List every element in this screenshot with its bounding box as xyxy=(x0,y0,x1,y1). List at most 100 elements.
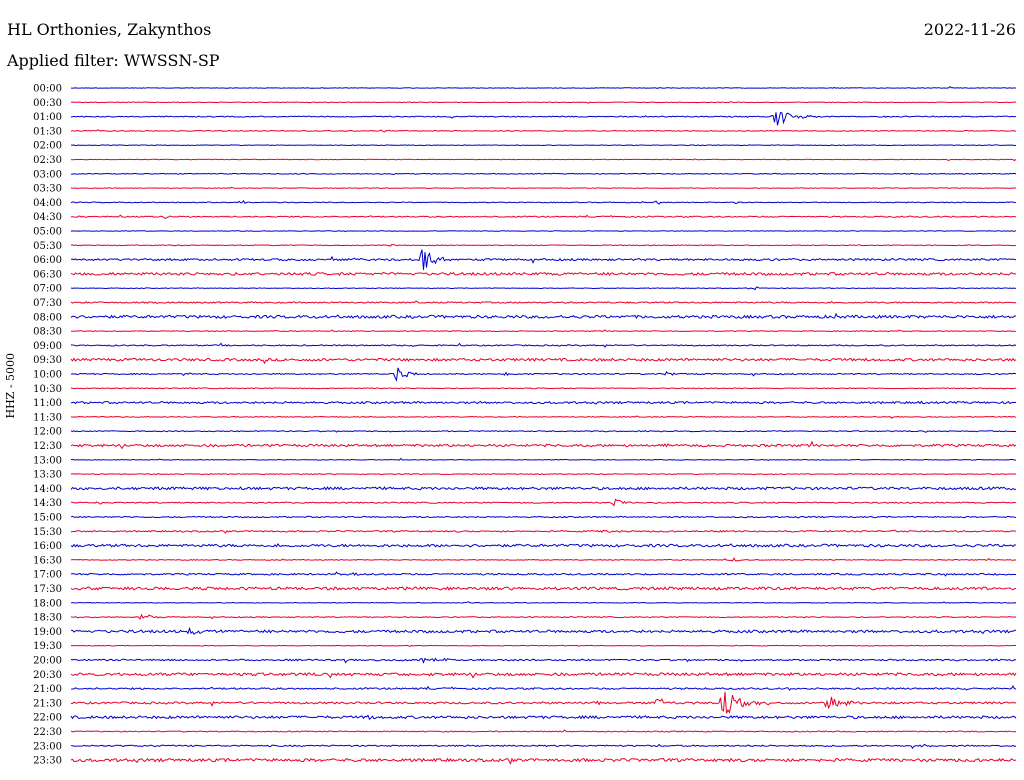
seismic-trace xyxy=(70,430,1017,433)
seismic-trace xyxy=(70,743,1017,750)
seismic-trace xyxy=(70,329,1017,333)
time-label: 08:00 xyxy=(33,312,62,323)
seismic-trace xyxy=(70,714,1017,721)
seismic-trace xyxy=(70,111,1017,126)
time-label: 21:00 xyxy=(33,684,62,695)
time-label: 03:30 xyxy=(33,184,62,195)
seismic-trace xyxy=(70,529,1017,534)
seismic-trace xyxy=(70,342,1017,348)
seismic-trace xyxy=(70,243,1017,247)
time-label: 20:30 xyxy=(33,670,62,681)
time-label: 13:30 xyxy=(33,470,62,481)
station-title: HL Orthonies, Zakynthos xyxy=(7,20,212,39)
time-label: 16:30 xyxy=(33,555,62,566)
time-label: 05:30 xyxy=(33,241,62,252)
time-label: 10:30 xyxy=(33,384,62,395)
time-label: 21:30 xyxy=(33,698,62,709)
seismic-trace xyxy=(70,457,1017,462)
seismic-trace xyxy=(70,367,1017,383)
time-label: 15:00 xyxy=(33,513,62,524)
seismic-trace xyxy=(70,613,1017,621)
seismic-trace xyxy=(70,129,1017,133)
seismic-trace xyxy=(70,86,1017,90)
time-label: 22:00 xyxy=(33,713,62,724)
time-label: 22:30 xyxy=(33,727,62,738)
time-label: 12:30 xyxy=(33,441,62,452)
seismic-trace xyxy=(70,286,1017,291)
seismic-trace xyxy=(70,158,1017,162)
time-label: 19:30 xyxy=(33,641,62,652)
seismic-trace xyxy=(70,486,1017,491)
seismic-trace xyxy=(70,498,1017,507)
time-label: 10:00 xyxy=(33,370,62,381)
time-label: 04:30 xyxy=(33,212,62,223)
time-label: 06:30 xyxy=(33,269,62,280)
time-label: 17:00 xyxy=(33,570,62,581)
time-label: 02:00 xyxy=(33,141,62,152)
seismic-trace xyxy=(70,186,1017,189)
seismic-trace xyxy=(70,473,1017,476)
seismic-trace xyxy=(70,387,1017,390)
seismic-trace xyxy=(70,214,1017,219)
time-label: 16:00 xyxy=(33,541,62,552)
time-label: 15:30 xyxy=(33,527,62,538)
seismic-trace xyxy=(70,657,1017,664)
seismic-trace xyxy=(70,271,1017,277)
seismic-trace xyxy=(70,557,1017,562)
time-label: 05:00 xyxy=(33,227,62,238)
time-label: 20:00 xyxy=(33,656,62,667)
date-label: 2022-11-26 xyxy=(923,20,1016,39)
seismic-trace xyxy=(70,300,1017,304)
seismic-trace xyxy=(70,144,1017,147)
seismic-trace xyxy=(70,729,1017,733)
time-label: 18:00 xyxy=(33,598,62,609)
time-label: 11:00 xyxy=(33,398,62,409)
time-label: 01:30 xyxy=(33,126,62,137)
time-label: 11:30 xyxy=(33,412,62,423)
seismic-trace xyxy=(70,586,1017,591)
seismic-trace xyxy=(70,230,1017,233)
seismic-trace xyxy=(70,440,1017,450)
seismic-trace xyxy=(70,644,1017,647)
seismic-trace xyxy=(70,672,1017,679)
time-label: 13:00 xyxy=(33,455,62,466)
seismic-trace xyxy=(70,685,1017,691)
time-label: 09:00 xyxy=(33,341,62,352)
time-label: 04:00 xyxy=(33,198,62,209)
seismic-trace xyxy=(70,542,1017,548)
seismic-trace xyxy=(70,571,1017,577)
time-label: 14:30 xyxy=(33,498,62,509)
time-label: 23:00 xyxy=(33,741,62,752)
time-label: 14:00 xyxy=(33,484,62,495)
seismic-trace xyxy=(70,400,1017,405)
seismic-trace xyxy=(70,357,1017,365)
seismic-trace xyxy=(70,626,1017,635)
time-label: 18:30 xyxy=(33,613,62,624)
seismic-trace xyxy=(70,757,1017,765)
time-label: 01:00 xyxy=(33,112,62,123)
time-label: 03:00 xyxy=(33,169,62,180)
time-label: 07:30 xyxy=(33,298,62,309)
seismic-trace xyxy=(70,515,1017,519)
time-label: 09:30 xyxy=(33,355,62,366)
time-label: 23:30 xyxy=(33,756,62,767)
time-label: 08:30 xyxy=(33,327,62,338)
time-label: 00:00 xyxy=(33,84,62,95)
time-label: 17:30 xyxy=(33,584,62,595)
filter-label: Applied filter: WWSSN-SP xyxy=(7,51,220,70)
seismic-trace xyxy=(70,200,1017,205)
time-label: 07:00 xyxy=(33,284,62,295)
seismic-trace xyxy=(70,415,1017,419)
seismic-trace xyxy=(70,172,1017,175)
seismic-trace xyxy=(70,101,1017,104)
seismic-trace xyxy=(70,249,1017,270)
time-label: 02:30 xyxy=(33,155,62,166)
seismic-trace xyxy=(70,691,1017,714)
time-label: 00:30 xyxy=(33,98,62,109)
seismic-trace xyxy=(70,601,1017,604)
time-label: 19:00 xyxy=(33,627,62,638)
time-label: 06:00 xyxy=(33,255,62,266)
seismic-trace xyxy=(70,312,1017,320)
time-label: 12:00 xyxy=(33,427,62,438)
